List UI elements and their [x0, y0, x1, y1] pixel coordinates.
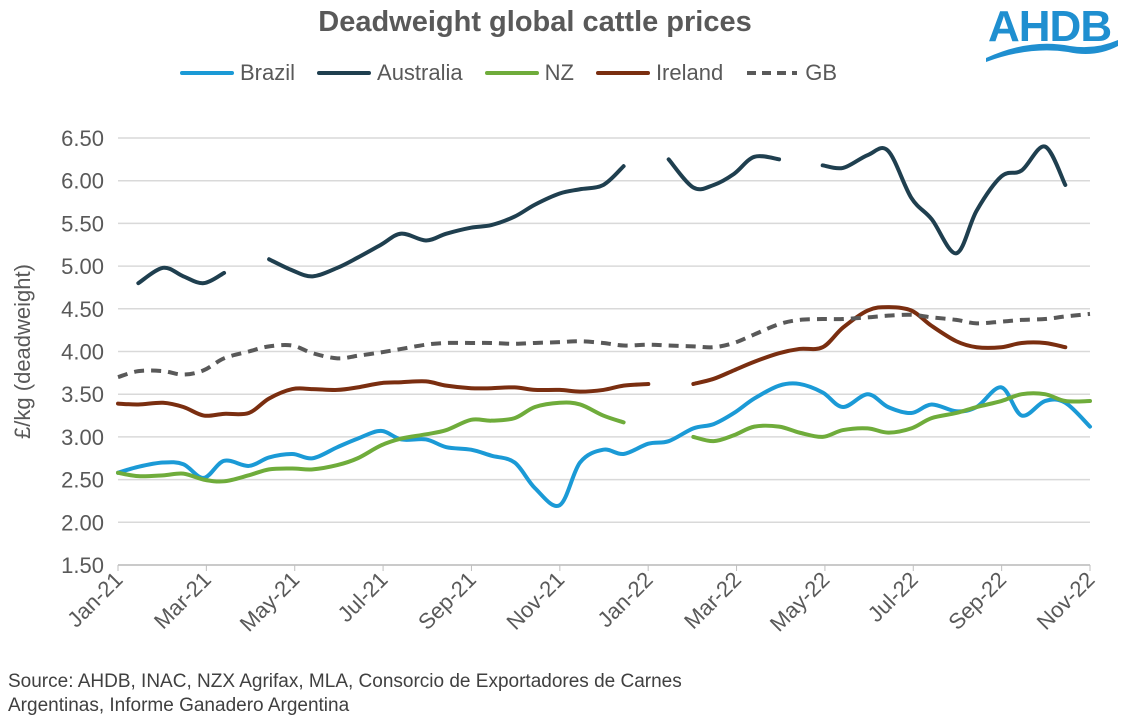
legend-item-ireland: Ireland	[595, 60, 724, 86]
logo-text: AHDB	[988, 2, 1112, 51]
x-tick-label: Sep-22	[943, 567, 1011, 635]
x-tick-label: Nov-22	[1032, 567, 1100, 635]
chart-title: Deadweight global cattle prices	[318, 6, 752, 38]
x-tick-label: Mar-21	[149, 567, 216, 634]
x-tick-label: Mar-22	[679, 567, 746, 634]
x-tick-label: Jul-21	[333, 567, 393, 627]
legend-swatch-ireland	[595, 71, 650, 75]
legend-item-gb: GB	[745, 60, 837, 86]
legend-label-australia: Australia	[377, 60, 463, 85]
source-line-2: Argentinas, Informe Ganadero Argentina	[8, 695, 350, 716]
y-tick-label: 6.50	[61, 126, 104, 151]
y-tick-label: 2.00	[61, 510, 104, 535]
x-tick-label: May-22	[765, 567, 835, 637]
y-tick-label: 2.50	[61, 468, 104, 493]
legend-item-australia: Australia	[317, 60, 463, 86]
series-line-australia	[666, 154, 782, 192]
legend-swatch-brazil	[180, 71, 234, 75]
ahdb-logo: AHDB	[980, 2, 1120, 64]
series-line-nz	[691, 391, 1092, 444]
legend-item-brazil: Brazil	[180, 60, 295, 86]
legend-swatch-australia	[317, 71, 372, 75]
y-tick-label: 3.50	[61, 382, 104, 407]
y-axis-label: £/kg (deadweight)	[10, 264, 35, 439]
series-line-gb	[117, 311, 1091, 380]
series-line-ireland	[691, 305, 1068, 386]
x-tick-label: Sep-21	[413, 567, 481, 635]
source-line-1: Source: AHDB, INAC, NZX Agrifax, MLA, Co…	[8, 671, 682, 692]
x-tick-label: Jan-22	[592, 567, 657, 632]
series-line-nz	[116, 400, 626, 484]
y-tick-label: 4.50	[61, 297, 104, 322]
x-tick-label: Nov-21	[502, 567, 570, 635]
legend-label-ireland: Ireland	[655, 60, 724, 85]
legend-swatch-nz	[484, 71, 539, 75]
y-tick-label: 6.00	[61, 169, 104, 194]
y-tick-label: 3.00	[61, 425, 104, 450]
y-tick-label: 5.00	[61, 254, 104, 279]
legend-item-nz: NZ	[484, 60, 574, 86]
series-line-australia	[267, 164, 626, 279]
series-line-australia	[136, 265, 227, 286]
series-line-brazil	[116, 381, 1092, 508]
x-tick-label: Jul-22	[863, 567, 923, 627]
logo-swoosh-icon	[986, 40, 1118, 62]
legend-label-gb: GB	[805, 60, 838, 85]
series-line-australia	[820, 144, 1068, 256]
series-line-ireland	[116, 379, 651, 418]
legend: Brazil Australia NZ Ireland GB	[180, 60, 859, 86]
legend-label-nz: NZ	[544, 60, 574, 85]
legend-label-brazil: Brazil	[240, 60, 296, 85]
y-tick-label: 4.00	[61, 340, 104, 365]
legend-swatch-gb	[747, 71, 798, 75]
source-note: Source: AHDB, INAC, NZX Agrifax, MLA, Co…	[8, 670, 682, 718]
y-tick-label: 1.50	[61, 553, 104, 578]
x-tick-label: May-21	[235, 567, 305, 637]
y-tick-label: 5.50	[61, 211, 104, 236]
